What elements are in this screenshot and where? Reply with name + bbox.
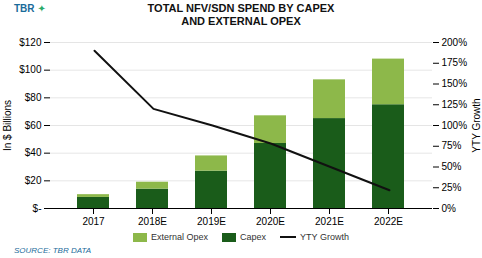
- svg-text:150%: 150%: [442, 78, 468, 89]
- svg-text:2021E: 2021E: [315, 216, 344, 227]
- svg-text:$20: $20: [25, 175, 42, 186]
- html-text:TOTAL NFV/SDN SPEND BY CAPEX: TOTAL NFV/SDN SPEND BY CAPEX: [147, 2, 335, 14]
- svg-text:$120: $120: [19, 37, 42, 48]
- svg-text:125%: 125%: [442, 99, 468, 110]
- svg-text:$60: $60: [25, 120, 42, 131]
- svg-text:$40: $40: [25, 147, 42, 158]
- html-text:SOURCE: TBR DATA: SOURCE: TBR DATA: [14, 246, 91, 255]
- svg-text:200%: 200%: [442, 37, 468, 48]
- svg-text:75%: 75%: [442, 140, 462, 151]
- html-text:External Opex: External Opex: [151, 232, 209, 242]
- svg-text:$100: $100: [19, 64, 42, 75]
- svg-text:2020E: 2020E: [256, 216, 285, 227]
- svg-text:$80: $80: [25, 92, 42, 103]
- svg-text:YTY Growth: YTY Growth: [471, 98, 482, 152]
- svg-text:$-: $-: [33, 203, 42, 214]
- svg-text:In $ Billions: In $ Billions: [2, 100, 13, 151]
- svg-text:2018E: 2018E: [138, 216, 167, 227]
- html-text:AND EXTERNAL OPEX: AND EXTERNAL OPEX: [181, 15, 301, 27]
- html-text:Capex: Capex: [240, 232, 267, 242]
- svg-text:100%: 100%: [442, 120, 468, 131]
- svg-text:175%: 175%: [442, 57, 468, 68]
- html-text:TBR ✦: TBR ✦: [14, 3, 46, 14]
- svg-text:2017: 2017: [82, 216, 105, 227]
- svg-text:2022E: 2022E: [374, 216, 403, 227]
- svg-text:50%: 50%: [442, 161, 462, 172]
- svg-text:2019E: 2019E: [197, 216, 226, 227]
- svg-text:0%: 0%: [442, 203, 457, 214]
- svg-text:25%: 25%: [442, 182, 462, 193]
- html-text:YTY Growth: YTY Growth: [300, 232, 349, 242]
